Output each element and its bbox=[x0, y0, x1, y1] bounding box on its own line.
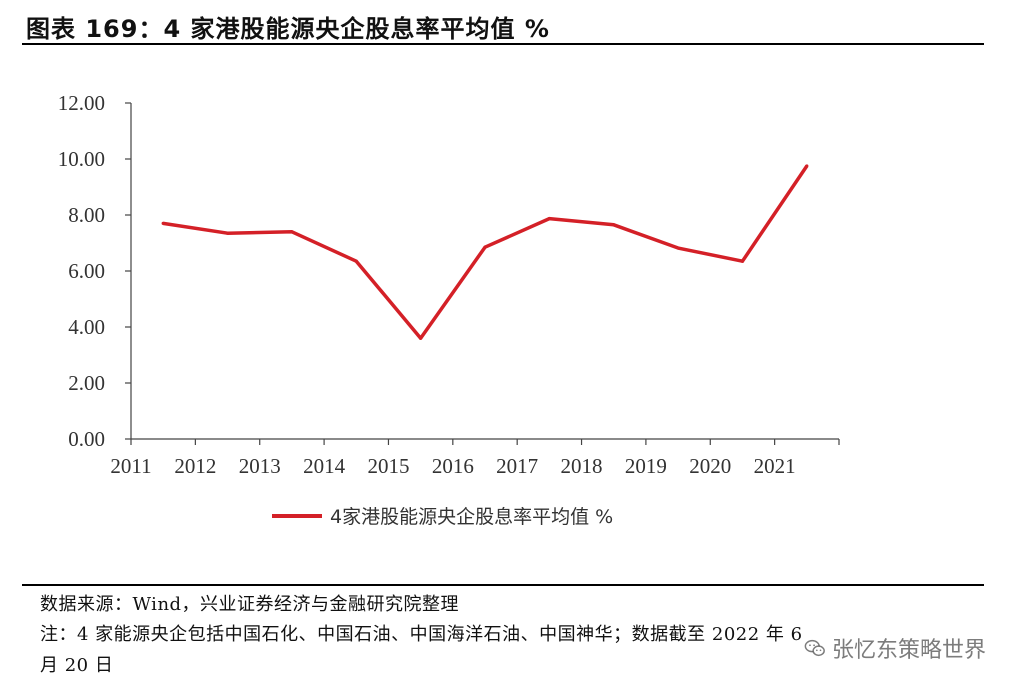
footnote-line-1: 注：4 家能源央企包括中国石化、中国石油、中国海洋石油、中国神华；数据截至 20… bbox=[40, 624, 803, 645]
data-point bbox=[547, 217, 551, 221]
footnote-line-2: 月 20 日 bbox=[40, 655, 114, 676]
x-tick-label: 2013 bbox=[239, 454, 281, 478]
y-tick-label: 6.00 bbox=[68, 259, 105, 283]
data-point bbox=[161, 221, 165, 225]
wechat-icon bbox=[804, 639, 825, 657]
watermark-text: 张忆东策略世界 bbox=[831, 638, 986, 663]
data-point bbox=[419, 336, 423, 340]
y-tick-label: 8.00 bbox=[68, 203, 105, 227]
y-tick-label: 4.00 bbox=[68, 315, 105, 339]
x-tick-label: 2016 bbox=[432, 454, 474, 478]
x-tick-label: 2020 bbox=[689, 454, 731, 478]
data-point bbox=[354, 259, 358, 263]
data-point bbox=[225, 231, 230, 235]
y-tick-label: 2.00 bbox=[68, 371, 105, 395]
legend: 4家港股能源央企股息率平均值 % bbox=[272, 506, 613, 528]
x-tick-label: 2021 bbox=[754, 454, 796, 478]
x-tick-label: 2014 bbox=[303, 454, 346, 478]
data-point bbox=[483, 245, 487, 249]
x-tick-label: 2018 bbox=[561, 454, 603, 478]
y-tick-label: 0.00 bbox=[68, 427, 105, 451]
y-axis: 0.00 2.00 4.00 6.00 8.00 10.00 12.00 bbox=[58, 91, 132, 451]
y-tick-label: 12.00 bbox=[58, 91, 105, 115]
series-line bbox=[162, 165, 809, 340]
x-tick-label: 2019 bbox=[625, 454, 667, 478]
x-tick-label: 2011 bbox=[110, 454, 151, 478]
footer-divider bbox=[22, 584, 984, 586]
title-divider bbox=[22, 43, 984, 45]
chart-title: 图表 169：4 家港股能源央企股息率平均值 % bbox=[26, 15, 550, 43]
data-point bbox=[290, 230, 294, 234]
data-point bbox=[805, 164, 809, 168]
x-axis: 2011 2012 2013 2014 2015 2016 2017 2018 2019 2020… bbox=[110, 438, 840, 478]
data-point bbox=[676, 246, 680, 250]
legend-label: 4家港股能源央企股息率平均值 % bbox=[330, 506, 613, 528]
data-point bbox=[612, 223, 616, 227]
y-tick-label: 10.00 bbox=[58, 147, 105, 171]
data-point bbox=[740, 259, 745, 263]
series-layer bbox=[161, 164, 809, 340]
source-note: 数据来源：Wind，兴业证券经济与金融研究院整理 bbox=[40, 594, 460, 615]
x-tick-label: 2012 bbox=[174, 454, 216, 478]
watermark: 张忆东策略世界 bbox=[804, 632, 986, 664]
x-tick-label: 2015 bbox=[367, 454, 409, 478]
x-tick-label: 2017 bbox=[496, 454, 538, 478]
